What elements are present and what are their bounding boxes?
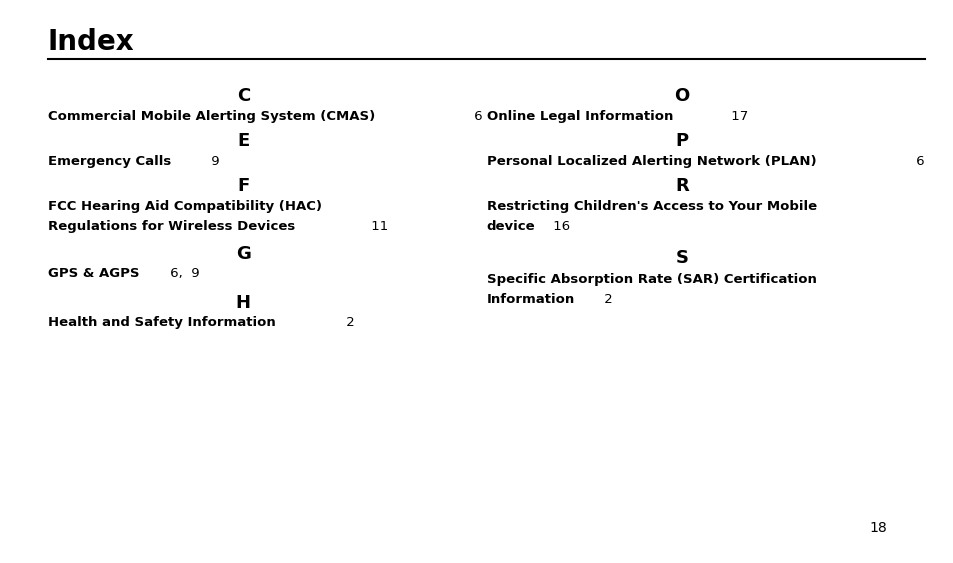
Text: C: C: [236, 87, 250, 105]
Text: R: R: [675, 177, 688, 195]
Text: S: S: [675, 249, 688, 267]
Text: FCC Hearing Aid Compatibility (HAC): FCC Hearing Aid Compatibility (HAC): [48, 200, 321, 213]
Text: 6: 6: [470, 110, 482, 123]
Text: 9: 9: [207, 155, 219, 168]
Text: Health and Safety Information: Health and Safety Information: [48, 316, 275, 329]
Text: device: device: [486, 220, 535, 233]
Text: 6: 6: [911, 155, 923, 168]
Text: Online Legal Information: Online Legal Information: [486, 110, 672, 123]
Text: 18: 18: [868, 521, 886, 535]
Text: GPS & AGPS: GPS & AGPS: [48, 267, 139, 280]
Text: 17: 17: [726, 110, 747, 123]
Text: Commercial Mobile Alerting System (CMAS): Commercial Mobile Alerting System (CMAS): [48, 110, 375, 123]
Text: 2: 2: [341, 316, 354, 329]
Text: 2: 2: [599, 293, 613, 306]
Text: 6,  9: 6, 9: [166, 267, 199, 280]
Text: Index: Index: [48, 28, 134, 56]
Text: F: F: [237, 177, 249, 195]
Text: H: H: [235, 294, 251, 312]
Text: 16: 16: [549, 220, 570, 233]
Text: Information: Information: [486, 293, 575, 306]
Text: O: O: [674, 87, 689, 105]
Text: Regulations for Wireless Devices: Regulations for Wireless Devices: [48, 220, 294, 233]
Text: Personal Localized Alerting Network (PLAN): Personal Localized Alerting Network (PLA…: [486, 155, 816, 168]
Text: Specific Absorption Rate (SAR) Certification: Specific Absorption Rate (SAR) Certifica…: [486, 273, 816, 286]
Text: Restricting Children's Access to Your Mobile: Restricting Children's Access to Your Mo…: [486, 200, 816, 213]
Text: 11: 11: [366, 220, 388, 233]
Text: Emergency Calls: Emergency Calls: [48, 155, 171, 168]
Text: G: G: [235, 245, 251, 263]
Text: E: E: [237, 132, 249, 150]
Text: P: P: [675, 132, 688, 150]
